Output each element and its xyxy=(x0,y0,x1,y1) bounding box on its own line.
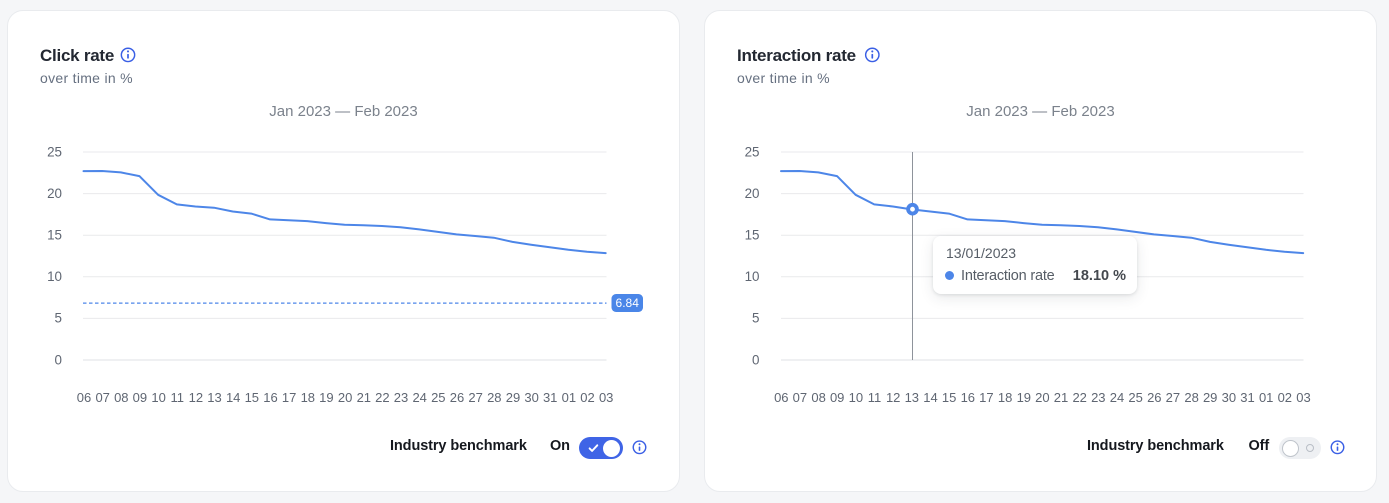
svg-text:10: 10 xyxy=(849,390,863,405)
svg-text:11: 11 xyxy=(170,390,184,405)
svg-text:0: 0 xyxy=(752,352,759,367)
svg-text:25: 25 xyxy=(47,144,62,159)
svg-text:26: 26 xyxy=(1147,390,1161,405)
svg-text:18: 18 xyxy=(998,390,1012,405)
svg-text:28: 28 xyxy=(487,390,501,405)
svg-text:18: 18 xyxy=(301,390,315,405)
svg-text:23: 23 xyxy=(394,390,408,405)
svg-text:24: 24 xyxy=(412,390,426,405)
svg-text:15: 15 xyxy=(47,228,62,243)
svg-text:20: 20 xyxy=(47,186,62,201)
svg-text:22: 22 xyxy=(375,390,389,405)
svg-text:03: 03 xyxy=(599,390,613,405)
svg-text:0: 0 xyxy=(55,352,62,367)
svg-text:17: 17 xyxy=(282,390,296,405)
svg-text:17: 17 xyxy=(979,390,993,405)
svg-text:31: 31 xyxy=(543,390,557,405)
svg-text:08: 08 xyxy=(811,390,825,405)
svg-text:11: 11 xyxy=(868,390,882,405)
svg-text:16: 16 xyxy=(961,390,975,405)
svg-text:19: 19 xyxy=(319,390,333,405)
svg-text:16: 16 xyxy=(263,390,277,405)
svg-text:29: 29 xyxy=(506,390,520,405)
svg-text:25: 25 xyxy=(431,390,445,405)
svg-text:12: 12 xyxy=(886,390,900,405)
svg-text:14: 14 xyxy=(226,390,240,405)
svg-text:15: 15 xyxy=(745,228,760,243)
svg-text:03: 03 xyxy=(1296,390,1310,405)
svg-text:5: 5 xyxy=(752,311,759,326)
svg-text:19: 19 xyxy=(1017,390,1031,405)
svg-text:14: 14 xyxy=(923,390,937,405)
svg-text:26: 26 xyxy=(450,390,464,405)
svg-text:20: 20 xyxy=(338,390,352,405)
svg-text:15: 15 xyxy=(245,390,259,405)
svg-text:07: 07 xyxy=(95,390,109,405)
svg-text:02: 02 xyxy=(580,390,594,405)
svg-text:30: 30 xyxy=(1222,390,1236,405)
svg-text:10: 10 xyxy=(745,269,760,284)
svg-text:21: 21 xyxy=(357,390,371,405)
svg-text:10: 10 xyxy=(151,390,165,405)
svg-text:01: 01 xyxy=(562,390,576,405)
svg-text:31: 31 xyxy=(1240,390,1254,405)
svg-text:06: 06 xyxy=(77,390,91,405)
svg-text:5: 5 xyxy=(55,311,62,326)
svg-text:28: 28 xyxy=(1184,390,1198,405)
svg-text:08: 08 xyxy=(114,390,128,405)
svg-text:12: 12 xyxy=(189,390,203,405)
svg-text:30: 30 xyxy=(524,390,538,405)
svg-text:13: 13 xyxy=(905,390,919,405)
svg-text:25: 25 xyxy=(1128,390,1142,405)
svg-text:21: 21 xyxy=(1054,390,1068,405)
svg-text:27: 27 xyxy=(468,390,482,405)
svg-text:15: 15 xyxy=(942,390,956,405)
svg-text:02: 02 xyxy=(1278,390,1292,405)
svg-text:07: 07 xyxy=(793,390,807,405)
svg-text:09: 09 xyxy=(133,390,147,405)
svg-text:10: 10 xyxy=(47,269,62,284)
svg-text:06: 06 xyxy=(774,390,788,405)
svg-text:29: 29 xyxy=(1203,390,1217,405)
svg-text:22: 22 xyxy=(1072,390,1086,405)
svg-text:20: 20 xyxy=(745,186,760,201)
svg-text:13: 13 xyxy=(207,390,221,405)
svg-text:27: 27 xyxy=(1166,390,1180,405)
svg-text:25: 25 xyxy=(745,144,760,159)
svg-text:09: 09 xyxy=(830,390,844,405)
svg-text:20: 20 xyxy=(1035,390,1049,405)
svg-text:01: 01 xyxy=(1259,390,1273,405)
svg-text:24: 24 xyxy=(1110,390,1124,405)
svg-text:23: 23 xyxy=(1091,390,1105,405)
svg-text:6.84: 6.84 xyxy=(616,296,640,310)
